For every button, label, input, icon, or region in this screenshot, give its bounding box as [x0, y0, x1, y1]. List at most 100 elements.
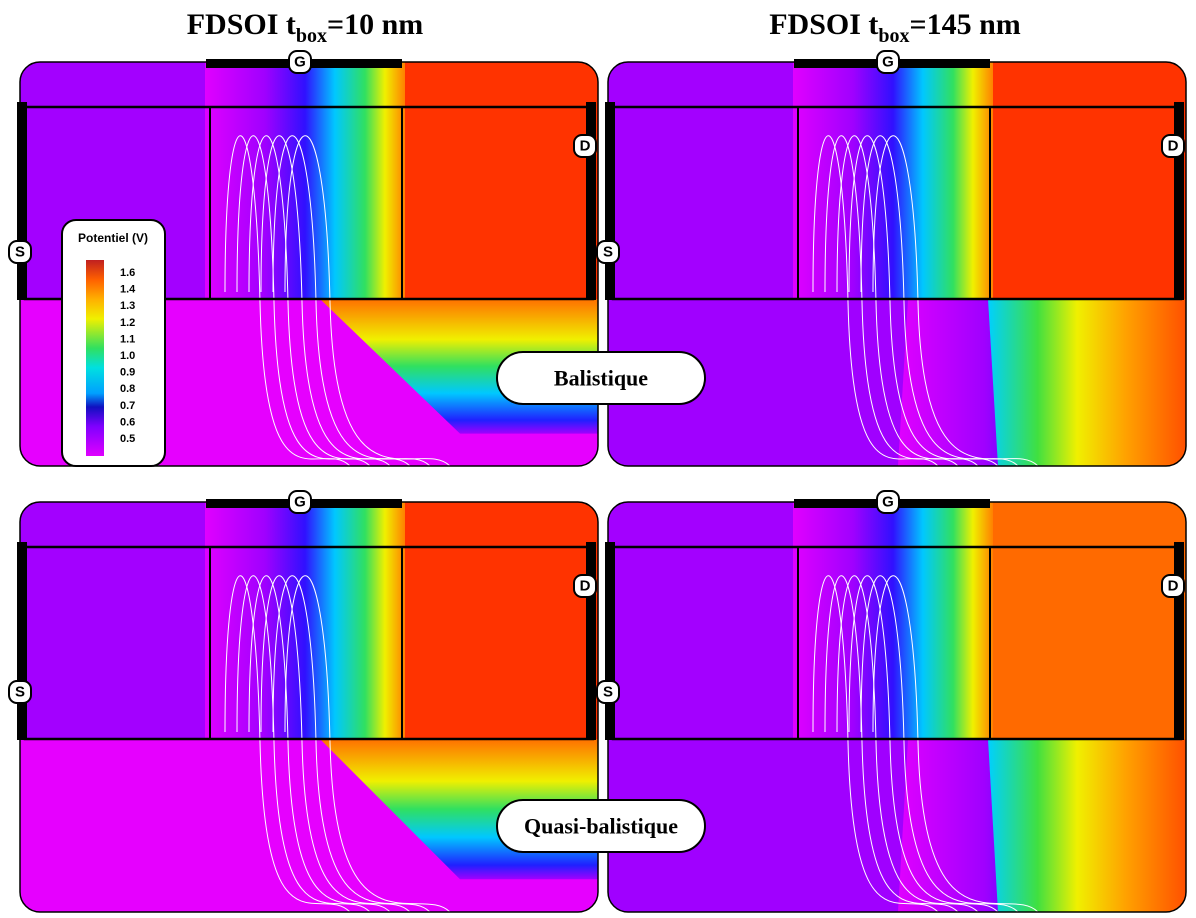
contour-line [272, 575, 431, 912]
legend-label: 1.1 [120, 333, 135, 345]
channel-region [205, 502, 405, 739]
terminal-label: D [1168, 578, 1179, 595]
contour-line [824, 135, 959, 466]
contour-line [236, 135, 371, 466]
source-region [608, 62, 798, 299]
terminal-badge [876, 50, 900, 74]
drain-electrode [586, 542, 596, 740]
channel-region [793, 502, 993, 739]
legend: Potentiel (V) 1.6 1.4 1.3 1.2 1.1 1.0 0.9 0.8 0.… [61, 219, 166, 467]
title-text: =10 nm [327, 8, 423, 41]
contour-line [836, 575, 979, 912]
map-fill [608, 62, 1186, 466]
drain-region [993, 502, 1186, 739]
terminal-label: S [603, 244, 613, 261]
terminal-label: G [294, 54, 306, 71]
contour-line [860, 135, 1019, 466]
title-text: FDSOI t [187, 8, 296, 41]
source-region [608, 502, 798, 739]
contour-line [260, 575, 411, 912]
regime-label: Balistique [554, 366, 648, 391]
contour-line [872, 575, 1039, 912]
terminal-badge [1161, 574, 1185, 598]
legend-label: 1.6 [120, 267, 135, 279]
contour-line [872, 135, 1039, 466]
terminal-badge [8, 680, 32, 704]
column-title: FDSOI tbox=10 nm [187, 8, 424, 47]
channel-region [205, 62, 405, 299]
terminal-label: S [15, 684, 25, 701]
source-electrode [605, 542, 615, 740]
contour-line [284, 575, 451, 912]
contour-line [848, 135, 999, 466]
legend-box [61, 219, 166, 467]
potential-map: G D S [596, 490, 1187, 913]
terminal-badge [573, 134, 597, 158]
legend-label: 0.8 [120, 383, 135, 395]
legend-label: 1.4 [120, 284, 136, 296]
source-electrode [605, 102, 615, 300]
legend-label: 0.5 [120, 433, 135, 445]
drain-electrode [1174, 102, 1184, 300]
potential-map: G D S [8, 490, 599, 913]
source-electrode [17, 102, 27, 300]
contour-line [836, 135, 979, 466]
contour-line [260, 135, 411, 466]
terminal-label: D [1168, 138, 1179, 155]
drain-electrode [586, 102, 596, 300]
title-text: =145 nm [910, 8, 1021, 41]
regime-badge [496, 351, 706, 405]
title-text: FDSOI t [769, 8, 878, 41]
terminal-badge [596, 240, 620, 264]
terminal-label: D [580, 578, 591, 595]
title-subscript: box [296, 25, 327, 47]
contour-line [824, 575, 959, 912]
title-subscript: box [878, 25, 909, 47]
contour-line [248, 135, 391, 466]
legend-label: 0.9 [120, 367, 135, 379]
drain-region [993, 62, 1186, 299]
terminal-label: S [603, 684, 613, 701]
terminal-badge [876, 490, 900, 514]
terminal-label: D [580, 138, 591, 155]
terminal-label: G [882, 54, 894, 71]
legend-label: 1.0 [120, 350, 135, 362]
panels: G D S G D S G D S G D S [8, 50, 1187, 913]
terminal-label: G [882, 494, 894, 511]
drain-electrode [1174, 542, 1184, 740]
contour-line [224, 575, 351, 912]
terminal-badge [288, 50, 312, 74]
terminal-badge [8, 240, 32, 264]
contour-line [848, 575, 999, 912]
legend-label: 1.3 [120, 300, 135, 312]
contour-line [284, 135, 451, 466]
drain-region [405, 502, 598, 739]
legend-title: Potentiel (V) [78, 231, 148, 245]
drain-region [405, 62, 598, 299]
legend-colorbar [86, 260, 104, 456]
substrate-field [988, 299, 1186, 466]
contour-line [812, 575, 939, 912]
terminal-label: S [15, 244, 25, 261]
contour-line [812, 135, 939, 466]
terminal-label: G [294, 494, 306, 511]
regime-badge [496, 799, 706, 853]
terminal-badge [1161, 134, 1185, 158]
terminal-badge [596, 680, 620, 704]
contour-line [860, 575, 1019, 912]
legend-label: 1.2 [120, 317, 135, 329]
column-title: FDSOI tbox=145 nm [769, 8, 1021, 47]
contour-line [272, 135, 431, 466]
contour-line [224, 135, 351, 466]
terminal-badge [288, 490, 312, 514]
contour-line [236, 575, 371, 912]
contour-line [248, 575, 391, 912]
terminal-badge [573, 574, 597, 598]
source-region [20, 502, 210, 739]
regime-label: Quasi-balistique [524, 814, 678, 839]
legend-label: 0.6 [120, 416, 135, 428]
substrate-field [988, 739, 1186, 912]
map-fill [20, 502, 598, 912]
potential-map: G D S [8, 50, 599, 467]
